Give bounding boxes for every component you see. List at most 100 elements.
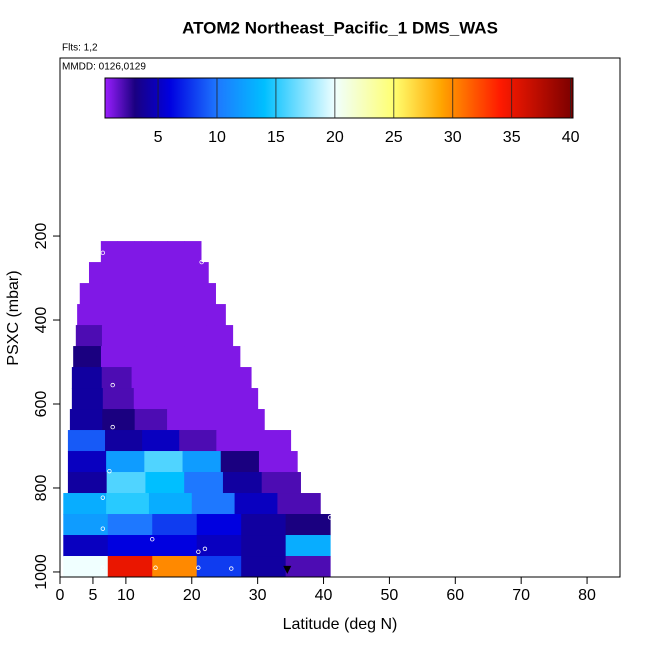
- curtain-cell: [175, 304, 202, 326]
- curtain-cell: [67, 451, 107, 473]
- curtain-cell: [128, 346, 158, 368]
- sample-point: [107, 468, 112, 474]
- curtain-cell: [216, 430, 254, 452]
- curtain-cell: [106, 472, 146, 494]
- curtain-cell: [63, 556, 109, 578]
- curtain-cell: [106, 451, 145, 473]
- curtain-cell: [144, 451, 184, 473]
- curtain-cell: [253, 430, 292, 452]
- sample-point: [202, 546, 208, 552]
- curtain-cell: [161, 367, 192, 389]
- sample-point: [100, 250, 106, 256]
- colorbar-segment: [393, 78, 442, 118]
- curtain-cell: [200, 304, 226, 326]
- curtain-cell: [67, 430, 106, 452]
- x-tick-label: 60: [446, 587, 464, 604]
- curtain-cell: [142, 430, 180, 452]
- curtain-cell: [63, 493, 107, 515]
- x-axis-label: Latitude (deg N): [283, 616, 398, 633]
- curtain-cell: [107, 535, 153, 557]
- curtain-cell: [147, 283, 171, 305]
- curtain-cell: [134, 241, 152, 263]
- curtain-cell: [285, 514, 331, 536]
- curtain-cell: [220, 451, 260, 473]
- y-axis-label: PSXC (mbar): [5, 270, 22, 365]
- y-tick-label: 800: [33, 475, 50, 502]
- colorbar-segment: [216, 78, 265, 118]
- colorbar-tick-label: 10: [208, 129, 226, 146]
- curtain-cell: [63, 514, 109, 536]
- curtain-cell: [167, 409, 200, 431]
- curtain-cell: [152, 556, 198, 578]
- curtain-cell: [67, 472, 108, 494]
- curtain-cell: [101, 367, 133, 389]
- colorbar-segment: [105, 78, 135, 118]
- flights-label: Flts: 1,2: [62, 43, 98, 54]
- curtain-cell: [196, 514, 242, 536]
- y-tick-label: 1000: [33, 554, 50, 590]
- x-tick-label: 30: [249, 587, 267, 604]
- sample-point: [196, 565, 201, 570]
- curtain-cell: [261, 472, 301, 494]
- curtain-cell: [241, 514, 287, 536]
- colorbar-tick-label: 30: [444, 129, 462, 146]
- sample-point: [199, 259, 204, 265]
- curtain-cell: [131, 367, 162, 389]
- curtain-cell: [101, 325, 129, 347]
- colorbar-segment: [169, 78, 218, 118]
- x-tick-label: 5: [88, 587, 97, 604]
- curtain-cell: [102, 409, 136, 431]
- curtain-cell: [231, 409, 265, 431]
- sample-point: [110, 424, 115, 430]
- x-tick-label: 40: [315, 587, 333, 604]
- curtain-cell: [154, 325, 181, 347]
- curtain-cell: [88, 262, 110, 284]
- sample-point: [229, 566, 234, 571]
- curtain-cell: [285, 535, 331, 557]
- curtain-cell: [101, 304, 128, 326]
- colorbar-segment: [264, 78, 336, 118]
- curtain-cell: [222, 472, 263, 494]
- y-tick-label: 400: [33, 307, 50, 334]
- curtain-cell: [164, 388, 197, 410]
- curtain-cell: [191, 367, 222, 389]
- curtain-cell: [168, 262, 189, 284]
- curtain-cell: [107, 514, 153, 536]
- position-marker: [283, 565, 292, 574]
- colorbar-segment: [499, 78, 574, 118]
- curtain-cell: [221, 367, 252, 389]
- sample-point: [100, 526, 106, 531]
- colorbar-segment: [334, 78, 395, 118]
- curtain-cell: [180, 325, 207, 347]
- sample-point: [150, 537, 155, 542]
- curtain-cell: [107, 556, 153, 578]
- curtain-cell: [71, 388, 104, 410]
- curtain-cell: [108, 262, 130, 284]
- curtain-cell: [184, 472, 224, 494]
- plot-frame: [59, 57, 621, 578]
- colorbar-tick-label: 5: [154, 129, 163, 146]
- x-tick-label: 70: [512, 587, 530, 604]
- colorbar-tick-label: 40: [562, 129, 580, 146]
- curtain-cell: [188, 262, 209, 284]
- curtain-cell: [184, 346, 213, 368]
- x-tick-label: 10: [117, 587, 135, 604]
- curtain-cell: [134, 409, 168, 431]
- curtain-cell: [226, 388, 259, 410]
- curtain-cell: [152, 514, 198, 536]
- curtain-cell: [148, 493, 193, 515]
- chart-title: ATOM2 Northeast_Pacific_1 DMS_WAS: [182, 18, 498, 37]
- colorbar-segment: [134, 78, 171, 118]
- sample-point: [100, 565, 106, 570]
- curtain-cell: [102, 388, 135, 410]
- curtain-cell: [212, 346, 241, 368]
- curtain-cell: [150, 241, 169, 263]
- curtain-cell: [258, 451, 298, 473]
- curtain-cell: [196, 556, 242, 578]
- colorbar-tick-label: 15: [267, 129, 285, 146]
- sample-point: [327, 515, 333, 520]
- curtain-cell: [170, 283, 194, 305]
- y-tick-label: 600: [33, 391, 50, 418]
- colorbar-tick-label: 35: [503, 129, 521, 146]
